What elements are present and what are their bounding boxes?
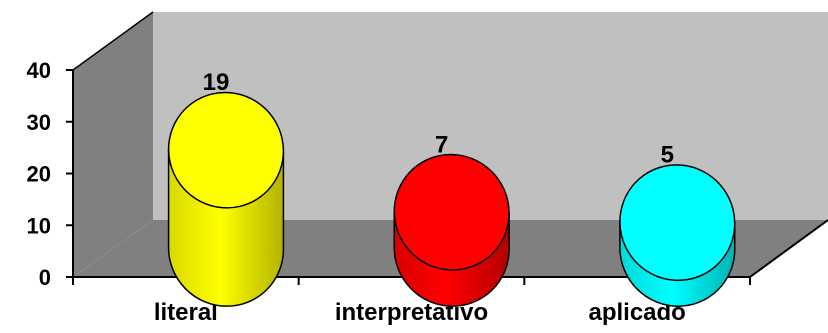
bars <box>167 91 736 307</box>
side-wall <box>73 12 153 277</box>
data-label: 19 <box>203 69 230 96</box>
bar <box>393 153 510 307</box>
data-label: 5 <box>661 142 674 169</box>
bar-top <box>393 153 510 271</box>
bar-top <box>619 164 736 282</box>
data-label: 7 <box>435 131 448 158</box>
bar-top <box>167 91 285 209</box>
y-tick-label: 20 <box>27 162 51 187</box>
floor-right-edge <box>749 219 828 278</box>
side-wall-top-edge <box>72 11 154 71</box>
bar <box>167 91 285 307</box>
bar <box>619 164 736 307</box>
y-tick-label: 10 <box>27 213 51 238</box>
y-axis: 0 10 20 30 40 <box>27 58 73 290</box>
y-tick-label: 30 <box>27 110 51 135</box>
data-labels: 197 5 <box>203 69 674 168</box>
y-tick-label: 0 <box>39 265 51 290</box>
y-tick-label: 40 <box>27 58 51 83</box>
